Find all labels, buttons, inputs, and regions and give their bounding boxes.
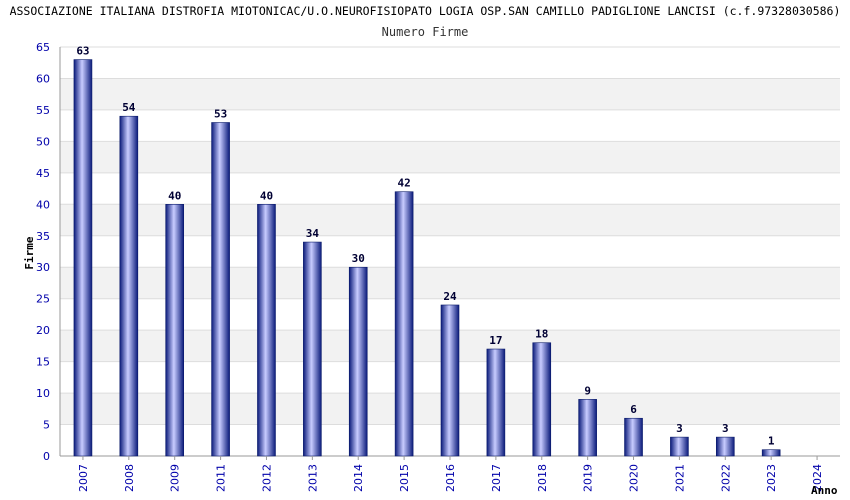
- x-tick-label: 2020: [628, 464, 641, 492]
- y-tick-label: 5: [43, 419, 50, 432]
- bar: [715, 436, 735, 457]
- y-tick-label: 40: [36, 198, 50, 211]
- y-axis-title: Firme: [23, 236, 36, 269]
- bar: [624, 417, 643, 457]
- chart-subtitle: Numero Firme: [381, 25, 469, 39]
- grid-band: [60, 78, 840, 110]
- x-axis-title: Anno: [811, 484, 838, 497]
- x-tick-label: 2007: [77, 464, 90, 492]
- data-label: 63: [76, 45, 89, 58]
- y-tick-label: 0: [43, 450, 50, 463]
- bar: [165, 204, 185, 457]
- y-tick-label: 20: [36, 324, 50, 337]
- x-tick-label: 2016: [444, 464, 457, 492]
- data-label: 3: [722, 422, 729, 435]
- bar: [257, 204, 276, 457]
- y-tick-label: 30: [36, 261, 50, 274]
- x-tick-label: 2012: [260, 464, 273, 492]
- chart-title: ASSOCIAZIONE ITALIANA DISTROFIA MIOTONIC…: [9, 4, 841, 18]
- bar: [211, 122, 230, 457]
- bar: [670, 436, 689, 457]
- grid-band: [60, 267, 840, 299]
- x-tick-label: 2018: [536, 464, 549, 492]
- x-tick-label: 2013: [306, 464, 319, 492]
- grid-band: [60, 204, 840, 236]
- data-label: 6: [630, 403, 637, 416]
- bar: [761, 449, 781, 457]
- x-tick-label: 2023: [765, 464, 778, 492]
- y-tick-label: 50: [36, 135, 50, 148]
- y-tick-label: 25: [36, 293, 50, 306]
- data-label: 17: [489, 334, 502, 347]
- bar: [73, 59, 93, 457]
- data-label: 30: [352, 252, 365, 265]
- x-tick-label: 2022: [719, 464, 732, 492]
- x-tick-label: 2024: [811, 464, 824, 492]
- data-label: 40: [260, 189, 273, 202]
- bar: [578, 399, 597, 457]
- data-label: 53: [214, 108, 227, 121]
- bar: [532, 342, 552, 457]
- data-label: 24: [443, 290, 457, 303]
- bar: [119, 115, 139, 457]
- bar: [440, 304, 460, 457]
- data-label: 9: [584, 384, 591, 397]
- x-tick-label: 2009: [169, 464, 182, 492]
- y-tick-label: 60: [36, 72, 50, 85]
- y-tick-label: 65: [36, 41, 50, 54]
- grid-band: [60, 141, 840, 173]
- y-tick-label: 55: [36, 104, 50, 117]
- data-label: 18: [535, 328, 548, 341]
- y-tick-label: 10: [36, 387, 50, 400]
- x-tick-label: 2015: [398, 464, 411, 492]
- x-tick-label: 2011: [215, 464, 228, 492]
- bar: [486, 348, 506, 457]
- bar: [348, 266, 368, 457]
- data-label: 42: [397, 177, 410, 190]
- data-label: 34: [306, 227, 320, 240]
- x-tick-label: 2008: [123, 464, 136, 492]
- y-tick-label: 15: [36, 356, 50, 369]
- data-label: 3: [676, 422, 683, 435]
- bar: [394, 191, 414, 457]
- y-tick-label: 35: [36, 230, 50, 243]
- data-label: 54: [122, 101, 136, 114]
- x-tick-label: 2021: [673, 464, 686, 492]
- data-label: 40: [168, 189, 181, 202]
- x-tick-label: 2017: [490, 464, 503, 492]
- x-tick-label: 2019: [582, 464, 595, 492]
- x-tick-label: 2014: [352, 464, 365, 492]
- bar: [303, 241, 322, 457]
- data-label: 1: [768, 435, 775, 448]
- y-tick-label: 45: [36, 167, 50, 180]
